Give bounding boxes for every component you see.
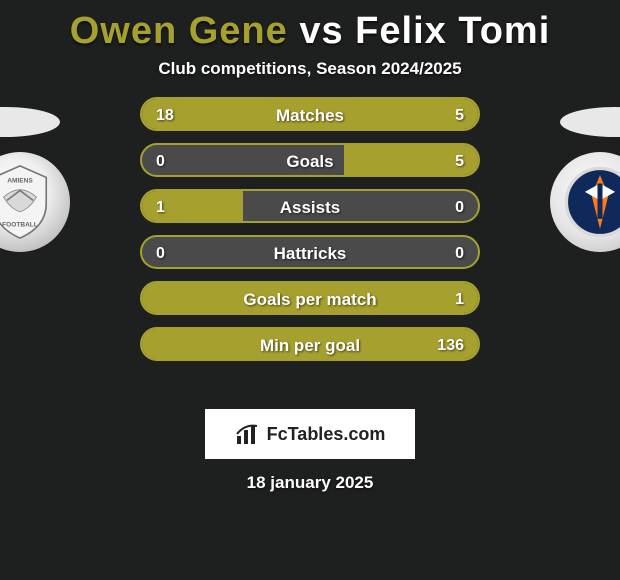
stat-row: 136Min per goal [140, 327, 480, 361]
crest-bottom-text: FOOTBALL [2, 222, 38, 229]
branding-text: FcTables.com [267, 424, 386, 445]
stat-label: Goals [142, 145, 478, 177]
stat-label: Assists [142, 191, 478, 223]
date-line: 18 january 2025 [0, 473, 620, 493]
stat-row: 10Assists [140, 189, 480, 223]
right-ellipse [560, 107, 620, 137]
comparison-stage: AMIENS FOOTBALL 185Matches 05Goals 10Assis… [0, 97, 620, 397]
stat-label: Hattricks [142, 237, 478, 269]
stat-row: 185Matches [140, 97, 480, 131]
tappara-crest-icon [558, 160, 620, 244]
subtitle: Club competitions, Season 2024/2025 [0, 59, 620, 79]
stat-row: 05Goals [140, 143, 480, 177]
bar-chart-icon [235, 422, 259, 446]
crest-top-text: AMIENS [7, 177, 33, 184]
title-right: vs Felix Tomi [299, 10, 550, 52]
stat-row: 00Hattricks [140, 235, 480, 269]
page-title: Owen Gene vs Felix Tomi [0, 0, 620, 53]
club-badge-right [550, 152, 620, 252]
stat-label: Min per goal [142, 329, 478, 361]
stat-bars: 185Matches 05Goals 10Assists 00Hattricks 1Go… [140, 97, 480, 373]
left-ellipse [0, 107, 60, 137]
branding-badge: FcTables.com [205, 409, 415, 459]
club-badge-left: AMIENS FOOTBALL [0, 152, 70, 252]
stat-row: 1Goals per match [140, 281, 480, 315]
title-left: Owen Gene [70, 10, 300, 52]
stat-label: Goals per match [142, 283, 478, 315]
stat-label: Matches [142, 99, 478, 131]
amiens-crest-icon: AMIENS FOOTBALL [0, 161, 61, 243]
